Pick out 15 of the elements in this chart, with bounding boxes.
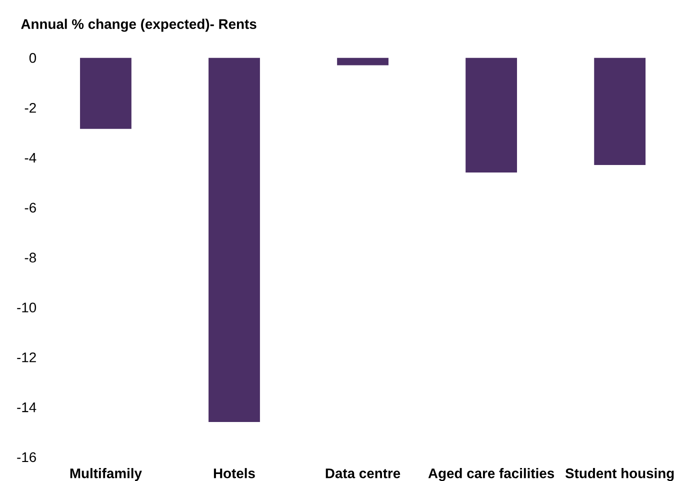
x-tick-label: Data centre — [326, 468, 400, 478]
y-tick-label: 0 — [29, 53, 36, 63]
y-tick-label: -10 — [17, 302, 36, 312]
y-tick-label: -4 — [24, 153, 36, 163]
y-tick-label: -12 — [17, 352, 36, 362]
y-tick-label: -6 — [24, 202, 36, 213]
y-tick-label: -16 — [17, 452, 36, 462]
y-tick-label: -2 — [24, 102, 36, 113]
y-tick-label: -8 — [24, 252, 36, 263]
chart-title: Annual % change (expected)- Rents — [21, 18, 256, 32]
y-tick-label: -14 — [17, 402, 36, 412]
x-tick-label: Multifamily — [70, 468, 142, 481]
x-tick-label: Student housing — [565, 468, 674, 481]
x-tick-label: Aged care facilities — [428, 468, 554, 481]
x-tick-label: Hotels — [214, 468, 255, 478]
